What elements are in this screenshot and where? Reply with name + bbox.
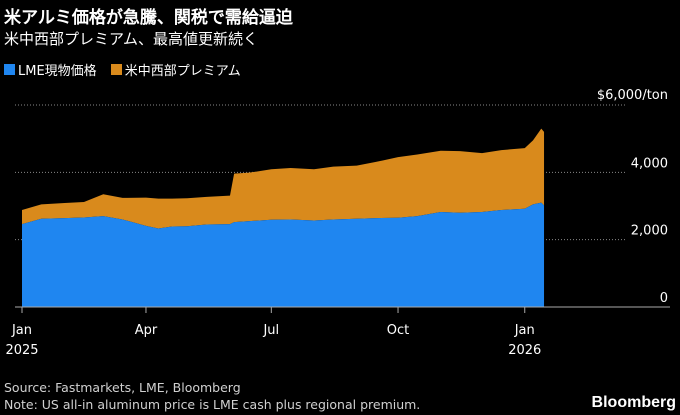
x-tick-label: Jul — [262, 323, 279, 338]
chart-title: 米アルミ価格が急騰、関税で需給逼迫 — [4, 8, 293, 28]
legend-label-lme: LME現物価格 — [18, 64, 97, 79]
x-tick-year-label: 2025 — [5, 343, 38, 358]
source-note: Source: Fastmarkets, LME, Bloomberg — [4, 380, 241, 395]
series-area-premium — [22, 128, 545, 229]
x-tick-label: Jan — [11, 323, 32, 338]
legend-item-lme: LME現物価格 — [4, 60, 97, 79]
legend-item-premium: 米中西部プレミアム — [110, 60, 241, 79]
chart-legend: LME現物価格 米中西部プレミアム — [4, 60, 255, 79]
y-tick-label: 4,000 — [631, 156, 668, 171]
chart-footer: Source: Fastmarkets, LME, Bloomberg Note… — [4, 379, 420, 413]
y-tick-label: 0 — [660, 291, 668, 306]
y-tick-label: 2,000 — [631, 224, 668, 239]
legend-label-premium: 米中西部プレミアム — [124, 64, 241, 79]
bloomberg-logo: Bloomberg — [591, 394, 676, 411]
series-area-lme — [22, 202, 545, 307]
x-tick-label: Jan — [514, 323, 535, 338]
x-tick-year-label: 2026 — [508, 343, 541, 358]
legend-swatch-lme — [4, 64, 15, 75]
legend-swatch-premium — [110, 64, 122, 75]
x-tick-label: Apr — [135, 323, 158, 338]
y-tick-label: $6,000/ton — [597, 88, 668, 103]
x-tick-label: Oct — [387, 323, 409, 338]
chart-subtitle: 米中西部プレミアム、最高値更新続く — [4, 30, 258, 48]
methodology-note: Note: US all-in aluminum price is LME ca… — [4, 397, 421, 412]
